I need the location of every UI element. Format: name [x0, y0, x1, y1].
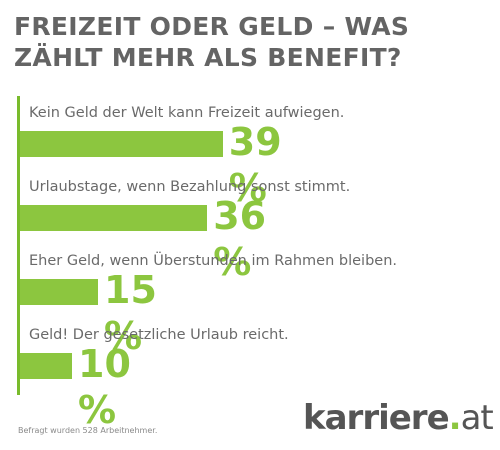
- karriere-at-logo[interactable]: karriere.at: [303, 396, 494, 440]
- value-label: 36 %: [213, 194, 267, 284]
- logo-tld: at: [460, 398, 494, 438]
- chart-axis-line: [17, 96, 20, 395]
- bar: [20, 279, 98, 305]
- bar: [20, 131, 223, 157]
- logo-dot: .: [448, 398, 462, 438]
- category-label: Geld! Der gesetzliche Urlaub reicht.: [29, 327, 289, 343]
- title: FREIZEIT ODER GELD – WAS ZÄHLT MEHR ALS …: [14, 12, 410, 72]
- value-label: 10 %: [78, 342, 131, 432]
- category-label: Eher Geld, wenn Überstunden im Rahmen bl…: [29, 253, 398, 269]
- bar: [20, 353, 72, 379]
- footnote: Befragt wurden 528 Arbeitnehmer.: [18, 426, 158, 435]
- logo-brand: karriere: [303, 398, 450, 438]
- value-label: 15 %: [104, 268, 157, 358]
- value-label: 39 %: [228, 120, 282, 210]
- category-label: Kein Geld der Welt kann Freizeit aufwieg…: [29, 105, 345, 121]
- category-label: Urlaubstage, wenn Bezahlung sonst stimmt…: [29, 179, 351, 195]
- bar: [20, 205, 208, 231]
